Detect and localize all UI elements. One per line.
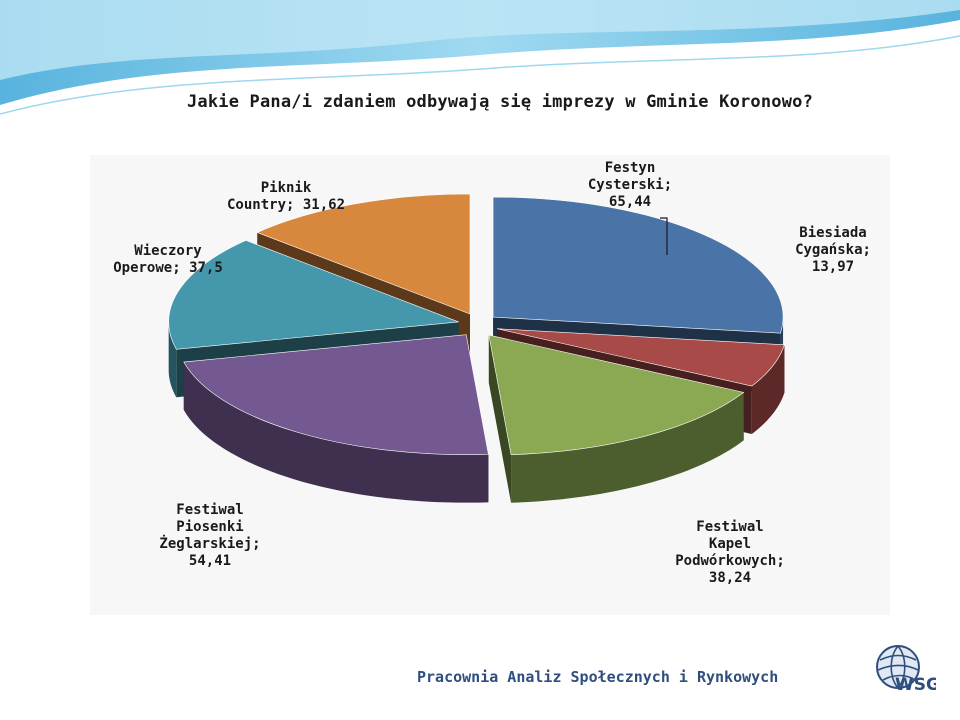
data-label-festyn-cysterski: Festyn Cysterski; 65,44 <box>587 160 673 210</box>
pie-slice-festiwal-piosenki-eglarskiej <box>183 334 489 455</box>
data-label-festiwal-piosenki-eglarskiej: Festiwal Piosenki Żeglarskiej; 54,41 <box>159 502 261 569</box>
pie-slice-wieczory-operowe <box>168 240 459 350</box>
pie-slice-side <box>183 362 489 503</box>
page-title: Jakie Pana/i zdaniem odbywają się imprez… <box>186 92 814 112</box>
leader-line <box>660 217 668 255</box>
pie-slice-piknik-country <box>256 193 471 315</box>
data-label-wieczory-operowe: Wieczory Operowe; 37,5 <box>113 243 223 276</box>
pie-chart-svg <box>168 193 785 503</box>
pie-slice-wall <box>488 335 512 503</box>
data-label-festiwal-kapel-podw-rkowych: Festiwal Kapel Podwórkowych; 38,24 <box>675 519 785 586</box>
pie-chart: Festyn Cysterski; 65,44 Biesiada Cygańska… <box>90 155 890 615</box>
svg-text:WSG: WSG <box>895 675 936 695</box>
footer-organization: Pracownia Analiz Społecznych i Rynkowych <box>417 668 779 686</box>
pie-slice-tops <box>168 193 785 456</box>
pie-slice-side <box>751 344 785 435</box>
wsg-logo: WSG <box>876 645 936 695</box>
pie-slice-side <box>511 392 744 503</box>
pie-slice-biesiada-cyga-ska <box>496 328 785 387</box>
data-label-piknik-country: Piknik Country; 31,62 <box>226 180 346 213</box>
pie-slice-festyn-cysterski <box>492 196 784 334</box>
pie-slice-festiwal-kapel-podw-rkowych <box>488 334 745 456</box>
pie-slice-side <box>168 321 177 398</box>
header-wave-decoration <box>0 0 960 115</box>
data-label-biesiada-cyga-ska: Biesiada Cygańska; 13,97 <box>795 225 871 275</box>
